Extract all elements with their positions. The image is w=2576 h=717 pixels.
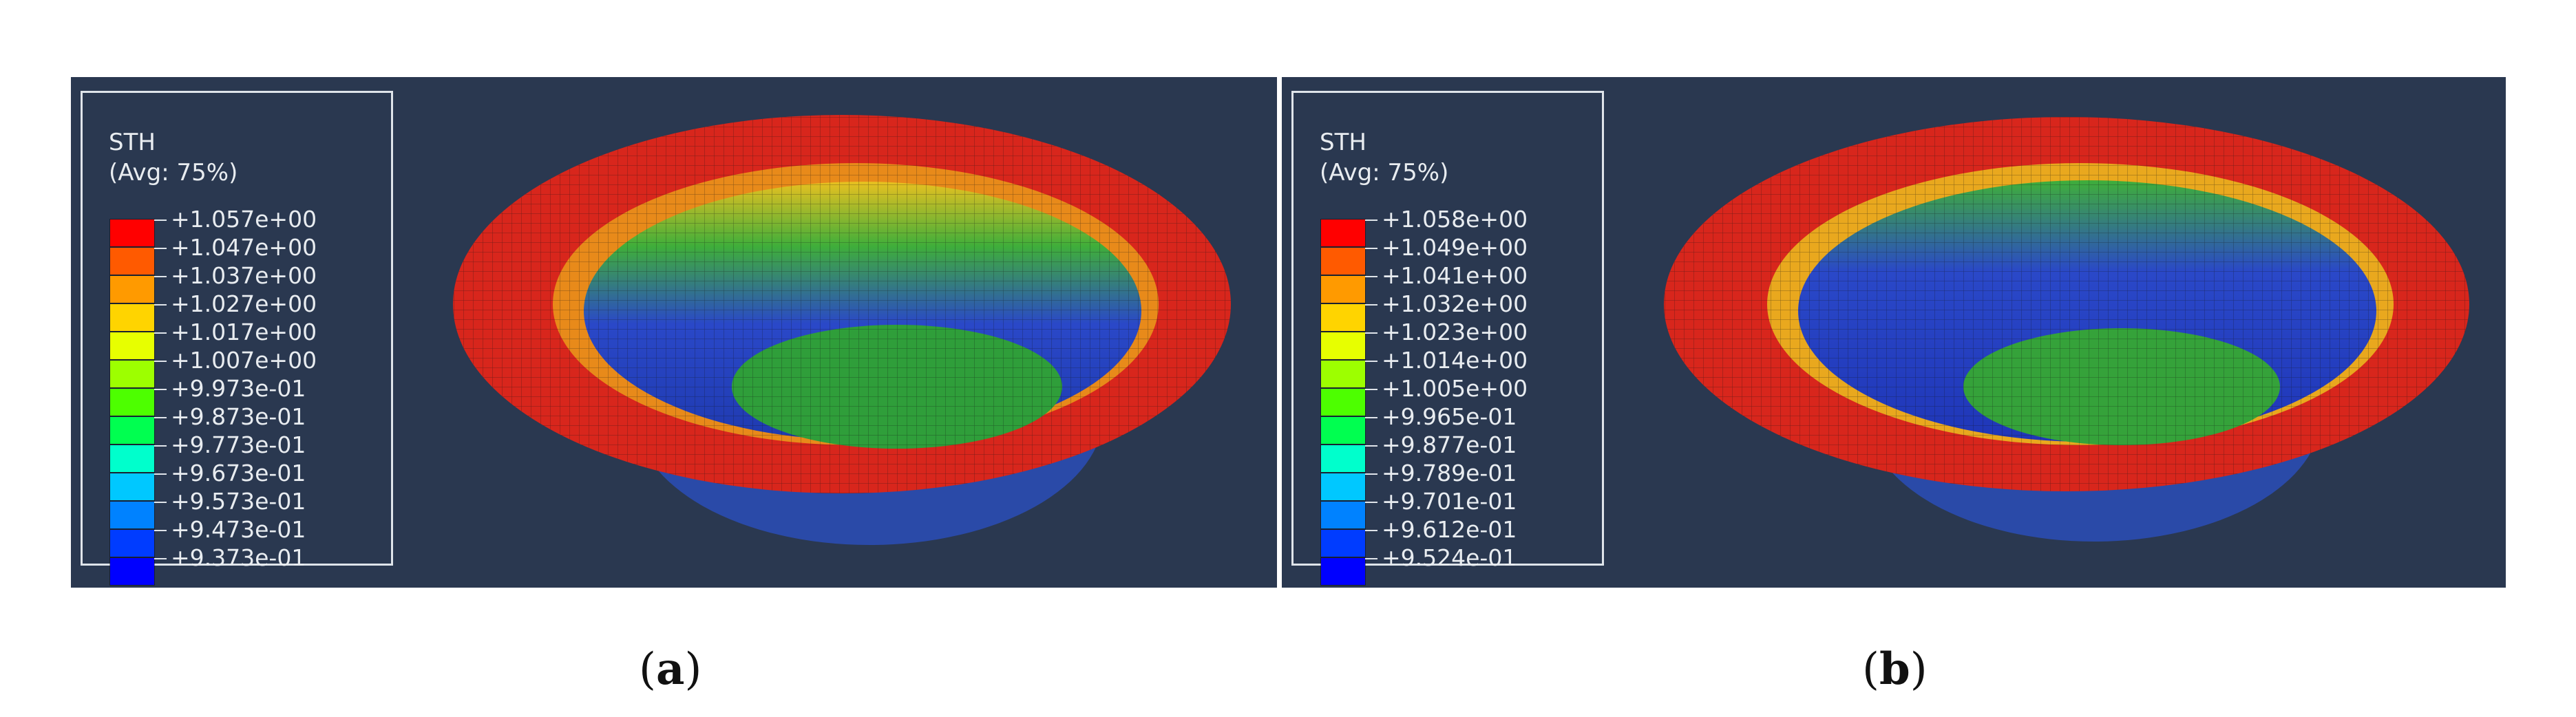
legend-tick xyxy=(1365,332,1377,334)
legend-swatch xyxy=(1320,529,1366,557)
legend-swatch xyxy=(109,501,155,529)
legend-swatch xyxy=(109,275,155,303)
legend-swatch xyxy=(1320,360,1366,388)
legend-tick xyxy=(154,361,167,362)
legend-swatch xyxy=(1320,473,1366,501)
legend-tick xyxy=(1365,389,1377,390)
legend-swatch xyxy=(109,557,155,586)
legend-swatch xyxy=(109,388,155,416)
legend-value: +1.049e+00 xyxy=(1382,234,1528,261)
legend-value: +9.612e-01 xyxy=(1382,516,1517,543)
legend-value: +1.041e+00 xyxy=(1382,262,1528,289)
legend-value: +9.673e-01 xyxy=(171,460,306,486)
legend-value: +9.973e-01 xyxy=(171,375,306,402)
legend-tick xyxy=(1365,220,1377,221)
legend-tick xyxy=(154,304,167,306)
legend-swatch xyxy=(1320,275,1366,303)
legend-value: +1.007e+00 xyxy=(171,347,317,374)
legend-value: +1.027e+00 xyxy=(171,290,317,317)
legend-box: STH (Avg: 75%) +1.057e+00 +1.047e+00 +1.03… xyxy=(81,91,393,586)
legend-value: +9.573e-01 xyxy=(171,488,306,515)
legend-value: +1.023e+00 xyxy=(1382,319,1528,345)
legend-value: +9.701e-01 xyxy=(1382,488,1517,515)
legend-tick xyxy=(1365,473,1377,475)
legend-swatch xyxy=(1320,247,1366,275)
legend-value: +9.877e-01 xyxy=(1382,431,1517,458)
legend-value: +9.773e-01 xyxy=(171,431,306,458)
legend-title: STH xyxy=(109,129,156,156)
bowl-mesh-plot xyxy=(1664,117,2469,542)
legend-box: STH (Avg: 75%) +1.058e+00 +1.049e+00 +1.04… xyxy=(1291,91,1604,586)
legend-value: +9.524e-01 xyxy=(1382,544,1517,571)
legend-value: +1.058e+00 xyxy=(1382,206,1528,233)
legend-tick xyxy=(154,276,167,277)
legend-swatch xyxy=(109,219,155,247)
caption-a: (a) xyxy=(639,643,702,695)
legend-tick xyxy=(1365,248,1377,249)
legend-swatch xyxy=(1320,445,1366,473)
legend-tick xyxy=(154,248,167,249)
legend-swatch xyxy=(1320,501,1366,529)
legend-swatch xyxy=(109,332,155,360)
legend-swatch xyxy=(1320,388,1366,416)
legend-tick xyxy=(154,530,167,531)
legend-value: +1.037e+00 xyxy=(171,262,317,289)
legend-tick xyxy=(1365,530,1377,531)
legend-tick xyxy=(1365,558,1377,559)
legend-tick xyxy=(154,445,167,447)
caption-b: (b) xyxy=(1862,643,1928,695)
legend-tick xyxy=(1365,445,1377,447)
legend-tick xyxy=(1365,304,1377,306)
legend-value: +9.873e-01 xyxy=(171,403,306,430)
legend-tick xyxy=(154,417,167,418)
legend-swatch xyxy=(109,416,155,445)
legend-value: +9.789e-01 xyxy=(1382,460,1517,486)
legend-value: +1.032e+00 xyxy=(1382,290,1528,317)
legend-swatch xyxy=(109,473,155,501)
legend-tick xyxy=(154,220,167,221)
legend-value: +1.014e+00 xyxy=(1382,347,1528,374)
legend-tick xyxy=(1365,361,1377,362)
legend-tick xyxy=(154,502,167,503)
legend-subtitle: (Avg: 75%) xyxy=(109,159,238,186)
legend-tick xyxy=(1365,502,1377,503)
legend-value: +9.473e-01 xyxy=(171,516,306,543)
legend-value: +1.057e+00 xyxy=(171,206,317,233)
legend-swatch xyxy=(1320,332,1366,360)
legend-subtitle: (Avg: 75%) xyxy=(1320,159,1449,186)
legend-title: STH xyxy=(1320,129,1366,156)
legend-value: +9.965e-01 xyxy=(1382,403,1517,430)
legend-value: +1.005e+00 xyxy=(1382,375,1528,402)
legend-swatch xyxy=(1320,303,1366,332)
legend-swatch xyxy=(1320,416,1366,445)
legend-swatch xyxy=(109,247,155,275)
legend-swatch xyxy=(109,303,155,332)
bowl-mesh-plot xyxy=(453,115,1231,545)
legend-value: +1.017e+00 xyxy=(171,319,317,345)
legend-swatch xyxy=(109,445,155,473)
legend-tick xyxy=(1365,276,1377,277)
legend-tick xyxy=(154,558,167,559)
legend-swatch xyxy=(1320,557,1366,586)
legend-tick xyxy=(154,473,167,475)
legend-tick xyxy=(1365,417,1377,418)
bowl-mesh-overlay xyxy=(1664,117,2469,491)
legend-value: +1.047e+00 xyxy=(171,234,317,261)
contour-panel-a: STH (Avg: 75%) +1.057e+00 +1.047e+00 +1.03… xyxy=(71,77,1277,588)
legend-tick xyxy=(154,389,167,390)
legend-swatch xyxy=(109,529,155,557)
bowl-mesh-overlay xyxy=(453,115,1231,493)
legend-swatch xyxy=(109,360,155,388)
legend-value: +9.373e-01 xyxy=(171,544,306,571)
legend-tick xyxy=(154,332,167,334)
contour-panel-b: STH (Avg: 75%) +1.058e+00 +1.049e+00 +1.04… xyxy=(1282,77,2506,588)
legend-swatch xyxy=(1320,219,1366,247)
